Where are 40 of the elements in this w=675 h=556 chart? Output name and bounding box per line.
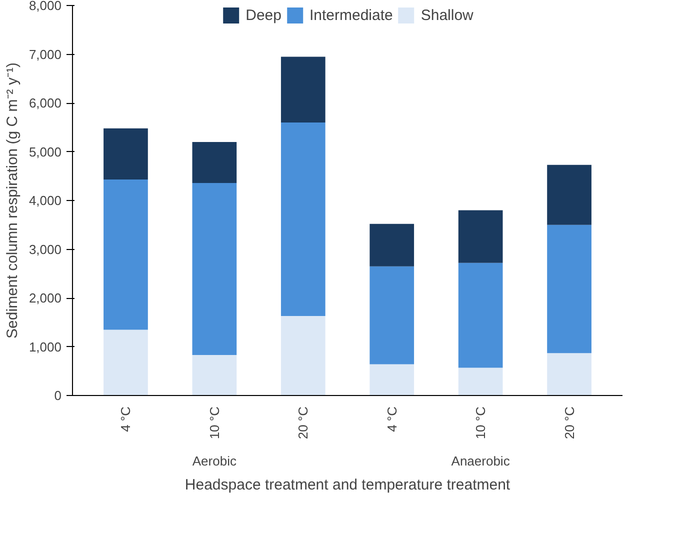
legend-label: Shallow <box>420 6 474 24</box>
y-tick-label: 3,000 <box>28 242 62 257</box>
bar <box>458 368 503 396</box>
bar <box>192 182 237 356</box>
x-tick-label: 20 °C <box>296 406 311 440</box>
y-tick-label: 6,000 <box>28 96 62 110</box>
bar <box>370 224 414 266</box>
bar <box>547 224 592 354</box>
x-tick-label: 20 °C <box>562 406 577 440</box>
bar <box>458 210 503 263</box>
x-tick-label: 4 °C <box>118 406 134 432</box>
y-tick-label: 1,000 <box>28 339 62 354</box>
x-tick-label: 4 °C <box>384 406 400 432</box>
bar <box>547 164 592 225</box>
bar <box>458 262 503 368</box>
bar <box>280 122 326 316</box>
y-tick-label: 8,000 <box>28 0 62 13</box>
bar <box>192 142 237 183</box>
bar <box>192 355 237 396</box>
bar <box>104 180 148 330</box>
bar <box>280 316 326 396</box>
x-axis-title: Headspace treatment and temperature treatment <box>184 476 511 494</box>
y-tick-label: 4,000 <box>28 193 62 208</box>
y-tick-label: 0 <box>54 388 62 403</box>
text: Aerobic <box>192 454 237 468</box>
bar <box>370 266 414 364</box>
y-tick-label: 2,000 <box>28 290 62 306</box>
legend-label: Intermediate <box>309 6 393 24</box>
y-axis-title: Sediment column respiration (g C m⁻² y⁻¹) <box>4 62 21 338</box>
y-tick-label: 5,000 <box>28 144 62 160</box>
bar <box>370 364 414 396</box>
y-tick-label: 7,000 <box>28 46 62 62</box>
x-tick-label: 10 °C <box>473 406 488 440</box>
legend-label: Deep <box>246 6 282 24</box>
bar <box>104 128 148 180</box>
bar <box>547 353 592 396</box>
x-tick-label: 10 °C <box>206 406 222 440</box>
text: Anaerobic <box>451 454 510 468</box>
bar <box>280 56 326 122</box>
bar <box>104 330 148 396</box>
